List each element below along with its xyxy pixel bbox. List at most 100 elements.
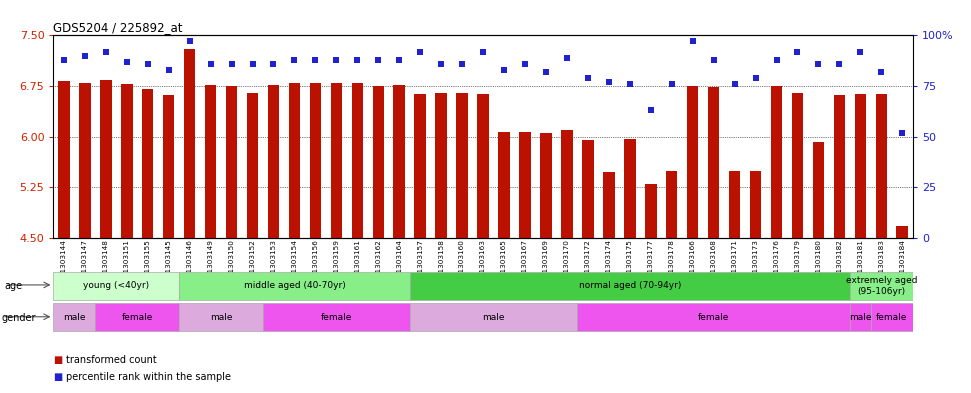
Point xyxy=(874,69,889,75)
Point xyxy=(894,129,910,136)
Point xyxy=(119,59,135,65)
Bar xyxy=(352,83,363,238)
Bar xyxy=(603,172,615,238)
Bar xyxy=(435,93,447,238)
Text: extremely aged
(95-106yr): extremely aged (95-106yr) xyxy=(846,276,917,296)
Bar xyxy=(519,132,531,238)
Bar xyxy=(729,171,740,238)
Text: middle aged (40-70yr): middle aged (40-70yr) xyxy=(244,281,346,290)
Bar xyxy=(53,272,180,300)
Bar xyxy=(142,89,153,238)
Point xyxy=(140,61,155,67)
Point xyxy=(371,57,386,63)
Point xyxy=(161,67,177,73)
Text: ■: ■ xyxy=(53,372,63,382)
Bar xyxy=(121,84,132,238)
Point xyxy=(643,107,658,114)
Text: transformed count: transformed count xyxy=(66,354,156,365)
Bar xyxy=(850,303,871,332)
Bar xyxy=(850,272,913,300)
Point xyxy=(223,61,239,67)
Bar xyxy=(263,303,410,332)
Point xyxy=(203,61,218,67)
Point xyxy=(769,57,785,63)
Point xyxy=(433,61,449,67)
Bar xyxy=(582,140,593,238)
Text: percentile rank within the sample: percentile rank within the sample xyxy=(66,372,231,382)
Text: female: female xyxy=(698,313,729,322)
Text: female: female xyxy=(121,313,152,322)
Bar xyxy=(180,272,410,300)
Point xyxy=(622,81,638,87)
Bar xyxy=(410,272,850,300)
Point xyxy=(748,75,763,81)
Text: young (<40yr): young (<40yr) xyxy=(84,281,150,290)
Bar xyxy=(310,83,321,238)
Bar xyxy=(163,95,175,238)
Bar xyxy=(540,133,552,238)
Text: female: female xyxy=(320,313,352,322)
Point xyxy=(789,48,805,55)
Point xyxy=(391,57,407,63)
Point xyxy=(831,61,847,67)
Bar xyxy=(498,132,510,238)
Bar xyxy=(95,303,180,332)
Bar xyxy=(373,86,385,238)
Bar xyxy=(624,139,636,238)
Bar xyxy=(184,49,195,238)
Point xyxy=(496,67,512,73)
Bar xyxy=(686,86,698,238)
Point xyxy=(182,38,197,44)
Text: ■: ■ xyxy=(53,354,63,365)
Bar xyxy=(226,86,237,238)
Point xyxy=(286,57,302,63)
Text: male: male xyxy=(210,313,232,322)
Text: male: male xyxy=(63,313,85,322)
Bar xyxy=(268,85,280,238)
Bar xyxy=(288,83,300,238)
Bar xyxy=(456,93,468,238)
Point xyxy=(266,61,282,67)
Bar xyxy=(871,303,913,332)
Text: age: age xyxy=(5,281,23,291)
Bar xyxy=(666,171,678,238)
Point xyxy=(476,48,491,55)
Bar xyxy=(750,171,761,238)
Bar xyxy=(578,303,850,332)
Bar xyxy=(180,303,263,332)
Point xyxy=(664,81,680,87)
Point xyxy=(56,57,72,63)
Bar xyxy=(813,142,824,238)
Bar xyxy=(645,184,656,238)
Bar xyxy=(100,80,112,238)
Bar xyxy=(79,83,90,238)
Point xyxy=(454,61,470,67)
Bar xyxy=(896,226,908,238)
Point xyxy=(538,69,553,75)
Point xyxy=(706,57,721,63)
Point xyxy=(601,79,617,85)
Bar xyxy=(58,81,70,238)
Text: female: female xyxy=(876,313,908,322)
Bar xyxy=(791,93,803,238)
Point xyxy=(413,48,428,55)
Text: normal aged (70-94yr): normal aged (70-94yr) xyxy=(579,281,681,290)
Bar xyxy=(854,94,866,238)
Point xyxy=(518,61,533,67)
Bar xyxy=(834,95,845,238)
Point xyxy=(580,75,595,81)
Bar xyxy=(410,303,578,332)
Point xyxy=(727,81,743,87)
Bar xyxy=(247,93,258,238)
Bar xyxy=(53,303,95,332)
Point xyxy=(853,48,868,55)
Point xyxy=(308,57,323,63)
Point xyxy=(811,61,826,67)
Bar xyxy=(708,87,720,238)
Bar xyxy=(876,94,887,238)
Bar xyxy=(415,94,426,238)
Point xyxy=(98,48,114,55)
Text: GDS5204 / 225892_at: GDS5204 / 225892_at xyxy=(53,21,183,34)
Text: male: male xyxy=(483,313,505,322)
Point xyxy=(77,52,92,59)
